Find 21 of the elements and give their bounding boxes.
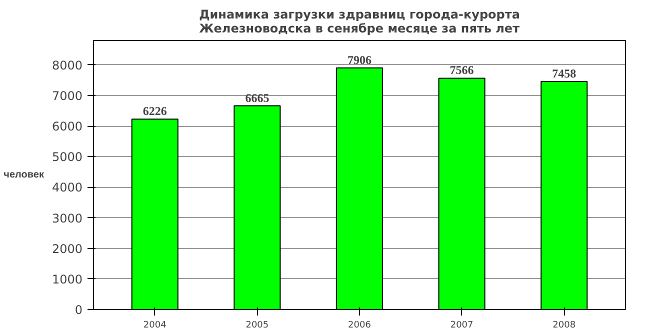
- y-axis-title: человек: [4, 170, 45, 180]
- chart-title: Динамика загрузки здравниц города-курорта Железноводска в сенябре месяце за пять лет: [199, 8, 520, 36]
- y-tick-label: 0: [74, 303, 83, 317]
- y-tick-label: 3000: [52, 211, 83, 226]
- data-label: 6665: [245, 90, 270, 105]
- y-tick-label: 6000: [52, 120, 83, 134]
- data-label: 7906: [348, 52, 372, 67]
- data-label: 7566: [450, 63, 474, 78]
- data-label: 7458: [552, 66, 576, 81]
- y-tick-label: 1000: [52, 272, 83, 286]
- x-tick-label: 2008: [552, 320, 576, 330]
- y-tick-label: 7000: [52, 89, 83, 104]
- x-tick-label: 2004: [143, 320, 167, 330]
- y-tick-label: 8000: [52, 58, 83, 72]
- y-tick-label: 5000: [52, 150, 83, 164]
- x-tick-label: 2005: [246, 320, 269, 330]
- y-tick-label: 2000: [52, 242, 83, 256]
- data-label: 6226: [142, 104, 167, 118]
- x-tick-label: 2007: [450, 320, 474, 330]
- x-tick-label: 2006: [348, 320, 372, 330]
- y-tick-label: 4000: [52, 180, 83, 195]
